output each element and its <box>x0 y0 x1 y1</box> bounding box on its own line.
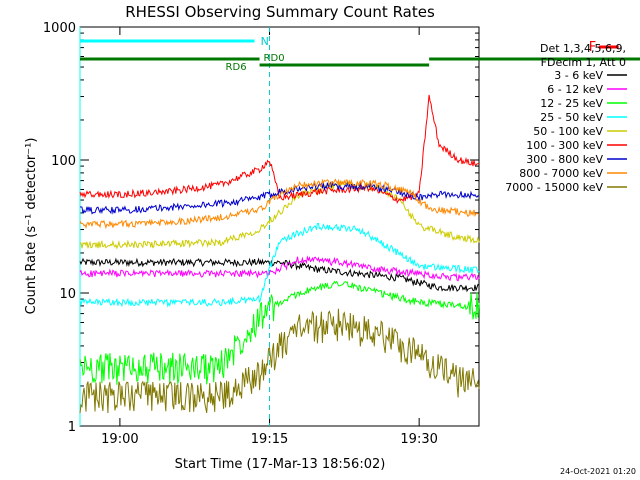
status-annotations: N F RD6 RD0 <box>79 27 640 426</box>
legend-entry-label: 100 - 300 keV <box>526 139 603 152</box>
rd0-label: RD0 <box>264 53 285 64</box>
footer-date: 24-Oct-2021 01:20 <box>560 467 636 476</box>
series-line <box>79 257 480 293</box>
y-tick-label: 100 <box>51 154 76 169</box>
chart-title: RHESSI Observing Summary Count Rates <box>125 3 435 21</box>
legend-header-line-2: FDecim 1, Att 0 <box>541 56 626 69</box>
x-axis: 19:00 19:15 19:30 <box>101 27 438 447</box>
series-line <box>79 180 480 250</box>
legend-entry-label: 25 - 50 keV <box>540 111 603 124</box>
y-tick-label: 1000 <box>43 21 76 36</box>
y-axis-label: Count Rate (s⁻¹ detector⁻¹) <box>24 138 39 315</box>
legend-header-line-1: Det 1,3,4,5,6,9, <box>540 42 626 55</box>
series-line <box>79 94 480 204</box>
legend-entry-label: 7000 - 15000 keV <box>505 181 603 194</box>
legend-entry-label: 300 - 800 keV <box>526 153 603 166</box>
y-tick-label: 10 <box>59 287 76 302</box>
series-line <box>79 178 480 230</box>
series-line <box>79 308 480 414</box>
legend-entry-label: 6 - 12 keV <box>547 83 603 96</box>
plot-area <box>79 26 480 427</box>
flare-label: F <box>589 40 596 55</box>
x-tick-label: 19:30 <box>400 432 437 447</box>
series-line <box>79 280 480 385</box>
legend: Det 1,3,4,5,6,9, FDecim 1, Att 0 3 - 6 k… <box>505 42 627 194</box>
legend-entry-label: 12 - 25 keV <box>540 97 603 110</box>
x-tick-label: 19:15 <box>251 432 288 447</box>
plot-frame <box>79 26 480 427</box>
series-group <box>79 94 480 414</box>
legend-entry-label: 50 - 100 keV <box>533 125 603 138</box>
y-tick-label: 1 <box>68 420 76 435</box>
series-line <box>79 223 480 308</box>
series-line <box>79 255 480 282</box>
night-label: N <box>261 35 269 48</box>
legend-entry-label: 3 - 6 keV <box>554 69 603 82</box>
y-axis: 1 10 100 1000 <box>43 21 479 435</box>
legend-entry-label: 800 - 7000 keV <box>519 167 603 180</box>
x-tick-label: 19:00 <box>101 432 138 447</box>
rd6-label: RD6 <box>226 62 247 73</box>
x-axis-label: Start Time (17-Mar-13 18:56:02) <box>175 457 386 472</box>
